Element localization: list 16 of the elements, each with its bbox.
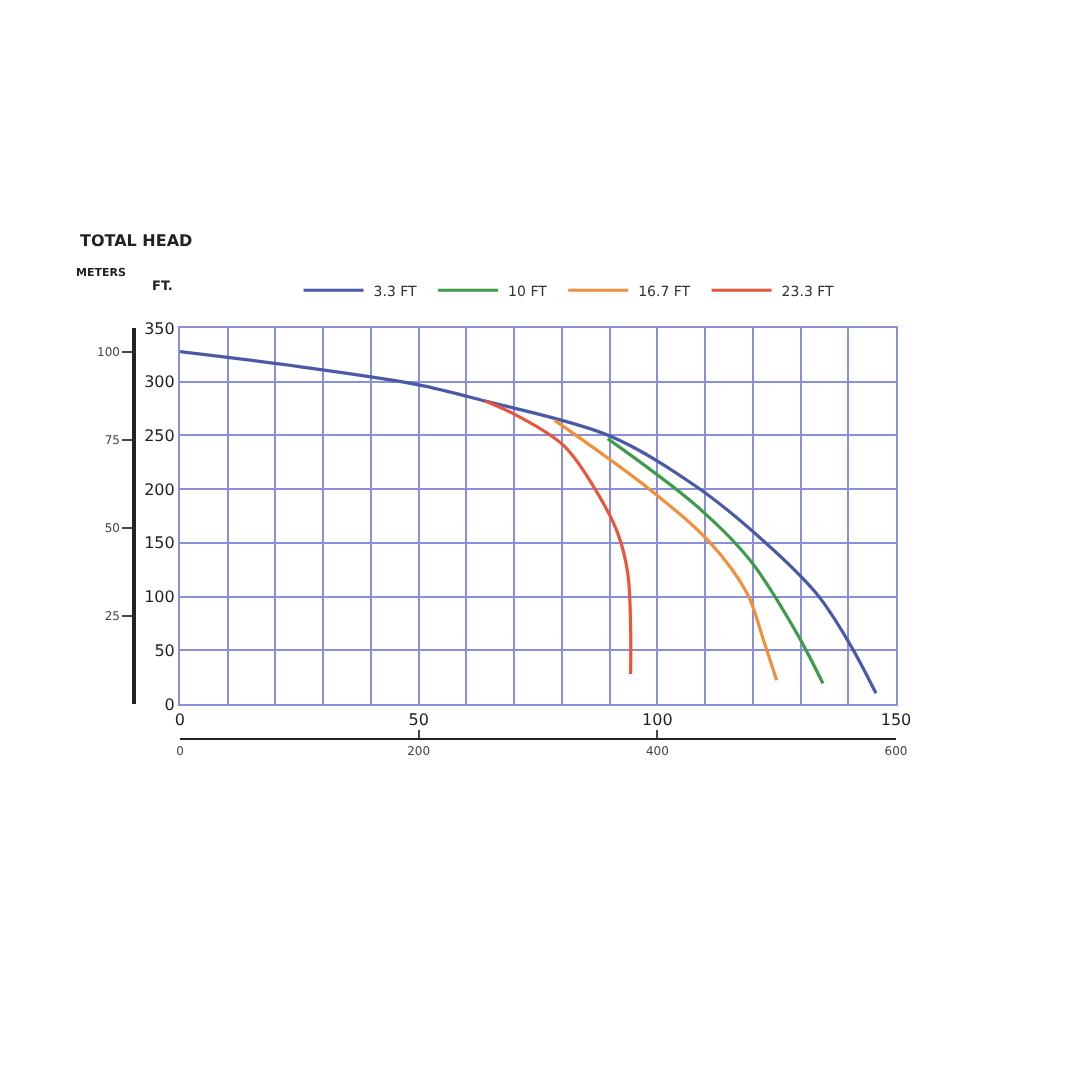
- line-series: [483, 399, 633, 676]
- y-tick-label: 50: [154, 641, 175, 660]
- x-tick-label: 100: [642, 711, 673, 730]
- y-tick-label: 250: [144, 427, 175, 446]
- y-tick-label: 150: [144, 534, 175, 553]
- x-tick-label: 150: [880, 711, 912, 730]
- line-series: [606, 437, 825, 686]
- x-tick-label: 50: [408, 711, 429, 730]
- line-series: [179, 350, 878, 695]
- chart-title: TOTAL HEAD: [80, 232, 194, 250]
- y-tick-label: 350: [144, 319, 175, 338]
- y-tick-label: 0: [164, 695, 175, 714]
- line-series: [553, 418, 779, 682]
- y-tick-label: 200: [144, 480, 175, 499]
- y-tick-label: 100: [144, 588, 175, 607]
- y-tick-label: 300: [144, 373, 175, 392]
